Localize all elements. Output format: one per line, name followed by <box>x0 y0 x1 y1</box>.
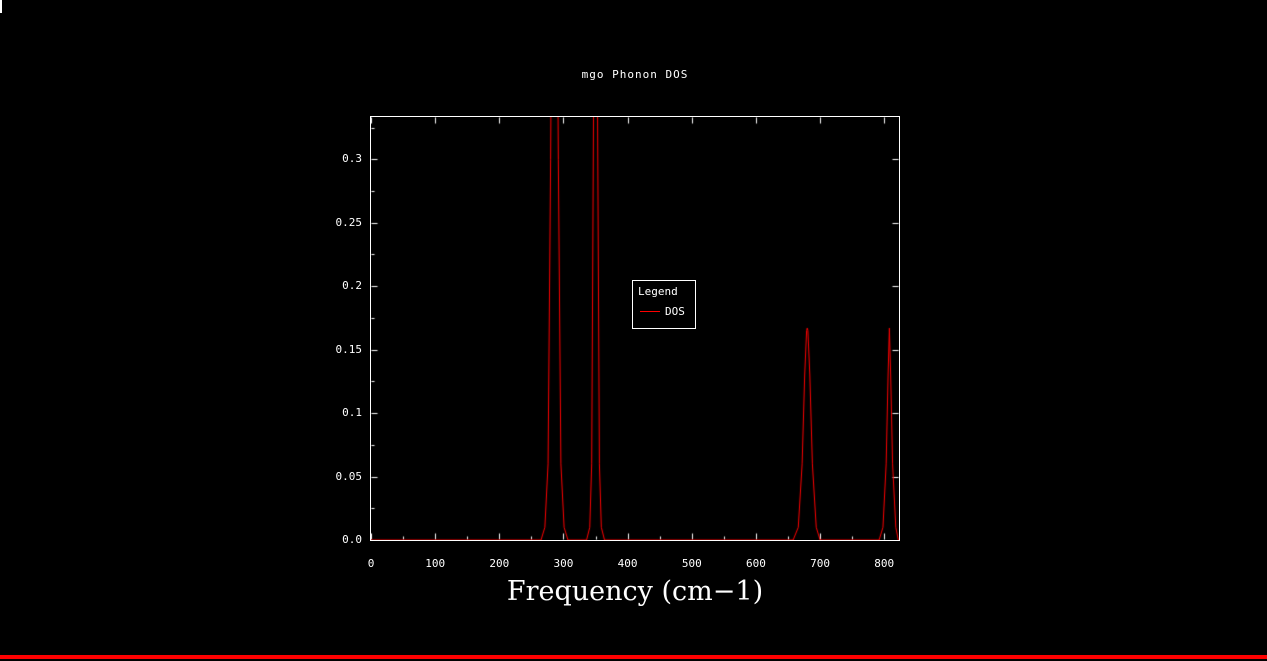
x-tick-label: 500 <box>681 557 702 570</box>
x-tick-label: 0 <box>367 557 375 570</box>
legend-box: Legend DOS <box>632 280 696 329</box>
chart-title: mgo Phonon DOS <box>581 68 689 81</box>
x-tick-label: 800 <box>874 557 895 570</box>
y-tick-label: 0.0 <box>342 533 362 546</box>
screen-edge-artifact <box>0 0 2 13</box>
y-tick-label: 0.2 <box>342 279 362 293</box>
x-tick-label: 300 <box>553 557 574 570</box>
y-tick-label: 0.05 <box>335 469 363 483</box>
x-axis-label: Frequency (cm−1) <box>506 576 764 607</box>
legend-entry-label: DOS <box>665 305 685 318</box>
legend-title: Legend <box>638 285 678 298</box>
x-tick-label: 100 <box>425 557 446 570</box>
x-tick-label: 700 <box>810 557 831 570</box>
x-tick-label: 200 <box>489 557 510 570</box>
y-tick-label: 0.15 <box>335 342 363 356</box>
y-tick-label: 0.25 <box>335 215 363 229</box>
x-tick-label: 400 <box>617 557 638 570</box>
dos-line-sample-icon <box>640 311 660 312</box>
plot-area <box>370 116 900 541</box>
y-tick-label: 0.1 <box>342 406 362 420</box>
legend-entry-dos: DOS <box>633 305 695 318</box>
x-tick-label: 600 <box>745 557 766 570</box>
y-tick-label: 0.3 <box>342 152 362 166</box>
bottom-red-bar <box>0 655 1267 659</box>
